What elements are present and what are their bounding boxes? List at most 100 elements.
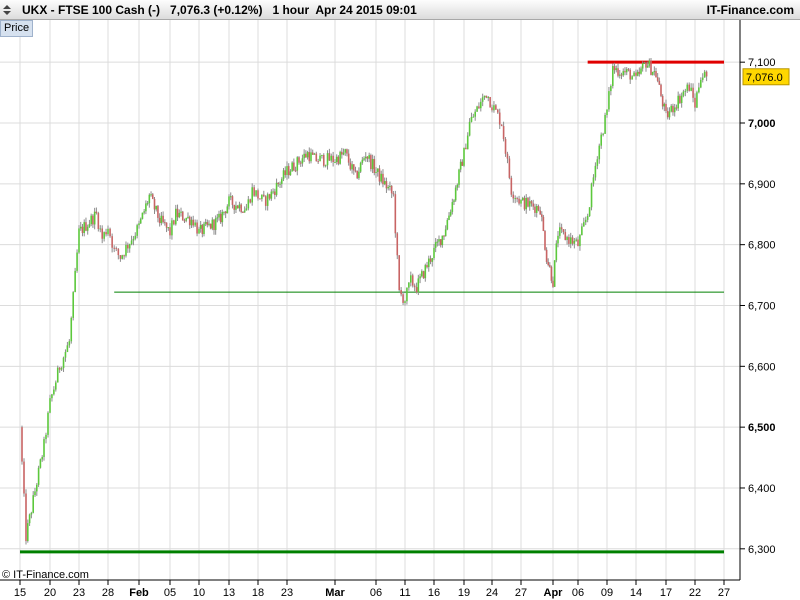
candle-body — [293, 162, 295, 171]
candle-body — [510, 177, 513, 195]
x-tick-label: 13 — [223, 587, 235, 599]
candle-body — [592, 177, 595, 184]
x-tick-label: 27 — [718, 587, 730, 599]
candle-body — [213, 219, 215, 231]
candle-body — [351, 164, 353, 170]
candle-body — [495, 105, 497, 110]
candle-body — [392, 193, 395, 195]
candle-body — [127, 244, 129, 249]
price-tab[interactable]: Price — [0, 20, 34, 37]
candle-body — [606, 109, 608, 116]
candle-body — [344, 149, 347, 153]
candle-body — [28, 514, 31, 524]
candle-body — [56, 367, 59, 383]
last-price-label: 7,076.0 — [746, 72, 783, 84]
candle-body — [51, 394, 53, 399]
candle-body — [349, 162, 352, 170]
candle-body — [97, 213, 100, 229]
candle-body — [83, 222, 86, 233]
candle-body — [429, 258, 432, 262]
candle-body — [70, 317, 73, 342]
candle-body — [380, 173, 383, 182]
candle-body — [530, 201, 533, 204]
candle-body — [584, 219, 587, 223]
x-tick-label: 20 — [44, 587, 56, 599]
candle-body — [478, 106, 480, 109]
candle-body — [171, 220, 173, 236]
candle-body — [358, 171, 360, 179]
candle-body — [25, 493, 27, 542]
candle-body — [434, 242, 437, 248]
candle-body — [341, 151, 343, 155]
candle-body — [92, 215, 94, 225]
collapse-arrows-icon[interactable] — [3, 5, 11, 15]
candle-body — [382, 173, 384, 185]
candle-body — [277, 182, 280, 185]
candle-body — [255, 190, 257, 196]
y-tick-label: 7,000 — [748, 118, 776, 130]
candle-body — [653, 71, 656, 73]
candle-body — [617, 68, 619, 76]
candle-body — [219, 213, 222, 223]
candle-body — [178, 212, 181, 218]
candle-body — [427, 258, 430, 268]
candle-body — [103, 232, 105, 239]
candle-body — [286, 166, 288, 176]
candle-body — [633, 72, 635, 77]
candle-body — [568, 237, 570, 244]
candle-body — [675, 107, 678, 109]
candle-body — [157, 205, 159, 218]
candle-body — [81, 226, 84, 233]
candle-body — [670, 105, 673, 112]
candle-body — [78, 228, 80, 253]
x-tick-label: 22 — [689, 587, 701, 599]
candle-body — [508, 158, 511, 178]
candle-body — [238, 204, 241, 209]
candle-body — [155, 205, 158, 210]
candle-body — [275, 182, 278, 195]
candle-body — [682, 91, 685, 96]
x-tick-label: 17 — [660, 587, 672, 599]
candle-body — [566, 237, 568, 240]
candle-body — [638, 71, 641, 74]
y-tick-label: 6,500 — [748, 422, 776, 434]
candle-body — [280, 179, 283, 184]
x-tick-label: 23 — [281, 587, 293, 599]
candle-body — [299, 162, 302, 164]
candle-body — [319, 155, 321, 162]
candle-body — [49, 398, 51, 413]
candle-body — [663, 103, 666, 107]
candle-body — [221, 212, 224, 223]
candle-body — [481, 97, 484, 102]
candle-body — [125, 244, 127, 256]
candle-body — [419, 276, 421, 279]
last-price-box — [742, 68, 790, 86]
candle-body — [173, 220, 175, 225]
x-tick-label: Feb — [129, 587, 149, 599]
candle-body — [613, 65, 616, 71]
candle-body — [146, 203, 149, 205]
candle-body — [610, 85, 612, 92]
candle-body — [625, 69, 628, 73]
y-tick-label: 6,400 — [748, 483, 776, 495]
candle-body — [436, 241, 439, 243]
candle-body — [347, 153, 350, 163]
candle-body — [36, 484, 38, 492]
candle-body — [694, 97, 696, 108]
timeframe-label: 1 hour — [272, 3, 310, 17]
candle-body — [30, 512, 33, 515]
candle-body — [446, 219, 449, 230]
candle-body — [153, 198, 156, 210]
candle-body — [180, 211, 182, 213]
candle-body — [223, 211, 225, 213]
candle-body — [604, 115, 606, 134]
candle-body — [466, 135, 469, 150]
candle-body — [688, 84, 690, 91]
candle-body — [259, 198, 261, 200]
candle-body — [370, 155, 372, 170]
candle-body — [491, 107, 493, 111]
candle-body — [311, 152, 314, 155]
candle-body — [553, 260, 556, 287]
candle-body — [451, 202, 454, 212]
x-tick-label: 28 — [102, 587, 114, 599]
